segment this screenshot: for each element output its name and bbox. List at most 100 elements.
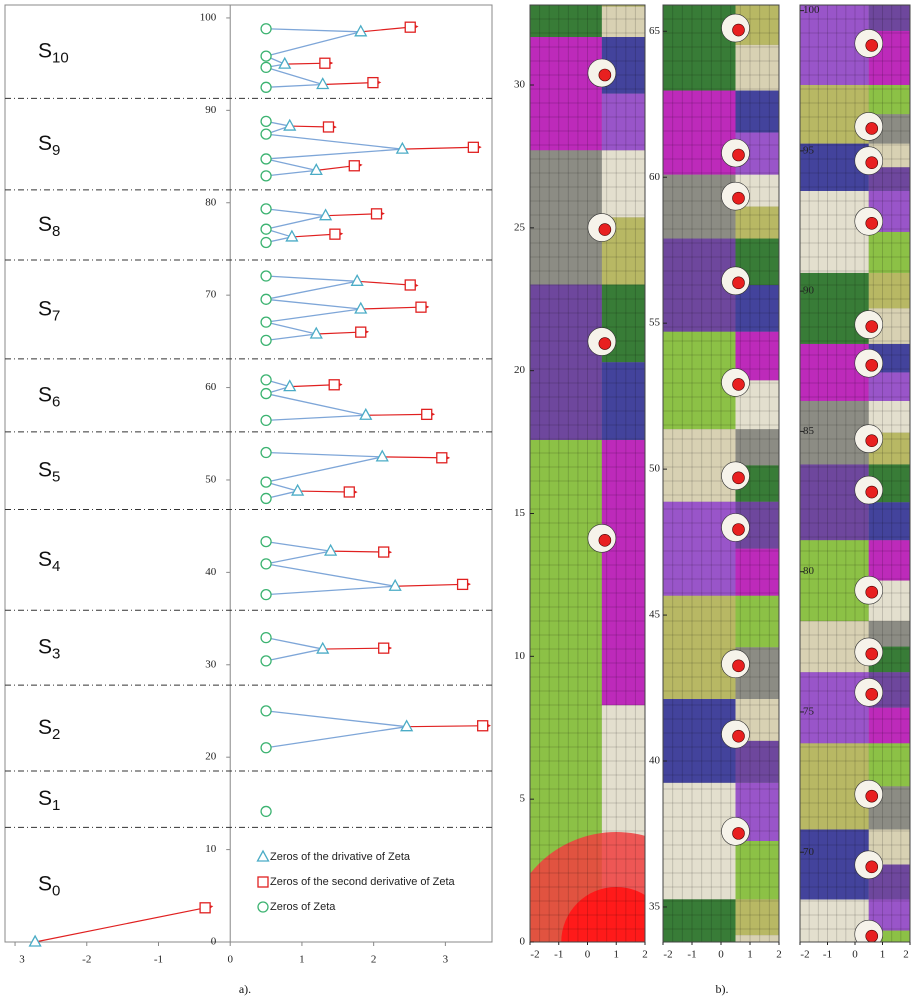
marker-square [422,409,432,419]
section-label: S10 [38,39,69,66]
connector [266,453,382,457]
x-tick-label: 0 [852,949,858,961]
y-tick-label: 60 [205,381,217,393]
marker-triangle [355,26,366,36]
zero-point [733,730,745,742]
marker-square [372,209,382,219]
section-letter: S [38,383,52,406]
color-band [736,45,780,91]
section-label: S9 [38,132,60,159]
section-index: 3 [52,646,60,663]
section-letter: S [38,212,52,235]
x-tick-label: -1 [154,954,163,966]
marker-circle [261,448,271,458]
y-tick-label: 20 [205,751,217,763]
connector [266,727,407,748]
x-tick-label: -1 [554,949,563,961]
marker-circle [261,82,271,92]
section-index: 9 [52,142,60,159]
color-band [869,743,910,786]
marker-circle [261,389,271,399]
y-tick-label: 70 [803,846,815,858]
y-tick-label: 100 [803,4,820,16]
connector [266,586,395,594]
y-tick-label: 40 [649,755,661,767]
y-tick-label: 35 [649,901,661,913]
x-tick-label: 3 [19,954,25,966]
marker-circle [261,24,271,34]
y-tick-label: 85 [803,425,815,437]
color-band [869,708,910,744]
color-band [530,37,602,150]
color-band [530,285,602,440]
y-tick-label: 65 [649,25,661,37]
section-letter: S [38,297,52,320]
y-tick-label: 75 [803,705,815,717]
section-label: S3 [38,635,60,662]
marker-square [416,302,426,312]
marker-circle [261,224,271,234]
section-index: 8 [52,223,60,240]
marker-square [405,280,415,290]
y-tick-label: 90 [205,104,217,116]
y-tick-label: 95 [803,144,815,156]
page: {"chart_data":[ {"type":"scatter","capti… [0,0,912,1002]
color-band [663,783,736,899]
marker-circle [261,237,271,247]
y-tick-label: 40 [205,566,217,578]
figure: a). b). 01020304050607080901003-2-10123S… [0,0,912,1002]
marker-square [258,877,268,887]
y-tick-label: 90 [803,285,815,297]
section-index: 4 [52,558,60,575]
marker-square [349,161,359,171]
color-band [736,207,780,239]
connector [266,159,316,170]
x-tick-label: -2 [800,949,809,961]
section-index: 0 [52,883,60,900]
color-band [736,935,780,971]
color-band [530,150,602,284]
y-tick-label: 45 [649,609,661,621]
marker-square [458,579,468,589]
marker-square [368,78,378,88]
color-band [800,464,869,540]
connector [266,276,357,281]
y-tick-label: 50 [649,463,661,475]
color-band [736,841,780,899]
connector [266,638,323,649]
color-band [602,150,645,217]
marker-circle [261,559,271,569]
marker-circle [261,806,271,816]
zero-point [866,688,878,700]
x-tick-label: 1 [747,949,753,961]
marker-circle [261,743,271,753]
connector [266,457,382,482]
section-letter: S [38,635,52,658]
marker-square [344,487,354,497]
section-letter: S [38,716,52,739]
caption: a). [239,982,251,996]
connector [266,149,402,159]
marker-square [356,327,366,337]
section-label: S4 [38,547,60,574]
zero-point [866,321,878,333]
marker-square [200,903,210,913]
connector [266,216,326,229]
connector [266,394,366,416]
y-tick-label: 5 [520,793,526,805]
connector [266,309,361,322]
color-band [663,899,736,971]
color-band [530,0,602,37]
legend-label: Zeros of the second derivative of Zeta [270,876,456,888]
x-tick-label: 0 [585,949,591,961]
x-tick-label: 3 [443,954,449,966]
marker-circle [261,271,271,281]
x-tick-label: -2 [530,949,539,961]
connector [266,322,316,334]
zero-point [599,224,611,236]
color-band [869,540,910,580]
zero-point [866,586,878,598]
zero-point [733,24,745,36]
marker-circle [261,590,271,600]
marker-circle [261,154,271,164]
